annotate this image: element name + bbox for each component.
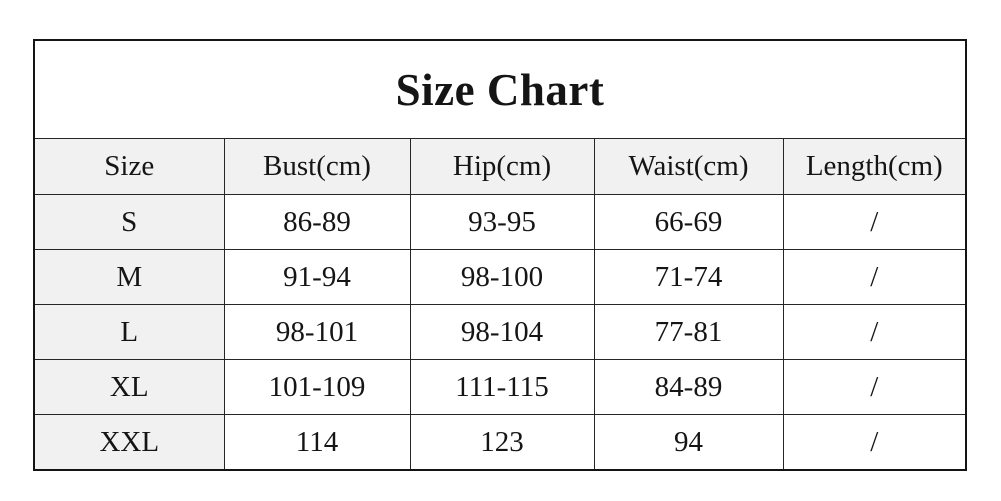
cell-length: / (782, 249, 967, 305)
title-row: Size Chart (33, 39, 967, 139)
cell-bust: 101-109 (223, 359, 411, 415)
cell-hip: 98-104 (409, 304, 595, 360)
header-row: Size Bust(cm) Hip(cm) Waist(cm) Length(c… (33, 138, 967, 195)
cell-hip: 93-95 (409, 194, 595, 250)
cell-length: / (782, 304, 967, 360)
cell-size-label: S (33, 194, 225, 250)
cell-bust: 91-94 (223, 249, 411, 305)
cell-size-label: XL (33, 359, 225, 415)
cell-bust: 98-101 (223, 304, 411, 360)
table-row-xl: XL 101-109 111-115 84-89 / (33, 359, 967, 415)
cell-length: / (782, 414, 967, 471)
column-header-waist: Waist(cm) (593, 138, 784, 195)
cell-length: / (782, 359, 967, 415)
column-header-bust: Bust(cm) (223, 138, 411, 195)
cell-length: / (782, 194, 967, 250)
column-header-hip: Hip(cm) (409, 138, 595, 195)
column-header-size: Size (33, 138, 225, 195)
table-row-l: L 98-101 98-104 77-81 / (33, 304, 967, 360)
table-title: Size Chart (33, 39, 967, 139)
cell-waist: 77-81 (593, 304, 784, 360)
table-row-xxl: XXL 114 123 94 / (33, 414, 967, 471)
cell-waist: 66-69 (593, 194, 784, 250)
cell-size-label: L (33, 304, 225, 360)
cell-waist: 94 (593, 414, 784, 471)
table-row-m: M 91-94 98-100 71-74 / (33, 249, 967, 305)
cell-hip: 111-115 (409, 359, 595, 415)
column-header-length: Length(cm) (782, 138, 967, 195)
cell-waist: 71-74 (593, 249, 784, 305)
cell-bust: 86-89 (223, 194, 411, 250)
cell-size-label: M (33, 249, 225, 305)
size-chart-table: Size Chart Size Bust(cm) Hip(cm) Waist(c… (33, 39, 968, 471)
cell-waist: 84-89 (593, 359, 784, 415)
cell-hip: 123 (409, 414, 595, 471)
cell-bust: 114 (223, 414, 411, 471)
cell-size-label: XXL (33, 414, 225, 471)
table-row-s: S 86-89 93-95 66-69 / (33, 194, 967, 250)
cell-hip: 98-100 (409, 249, 595, 305)
